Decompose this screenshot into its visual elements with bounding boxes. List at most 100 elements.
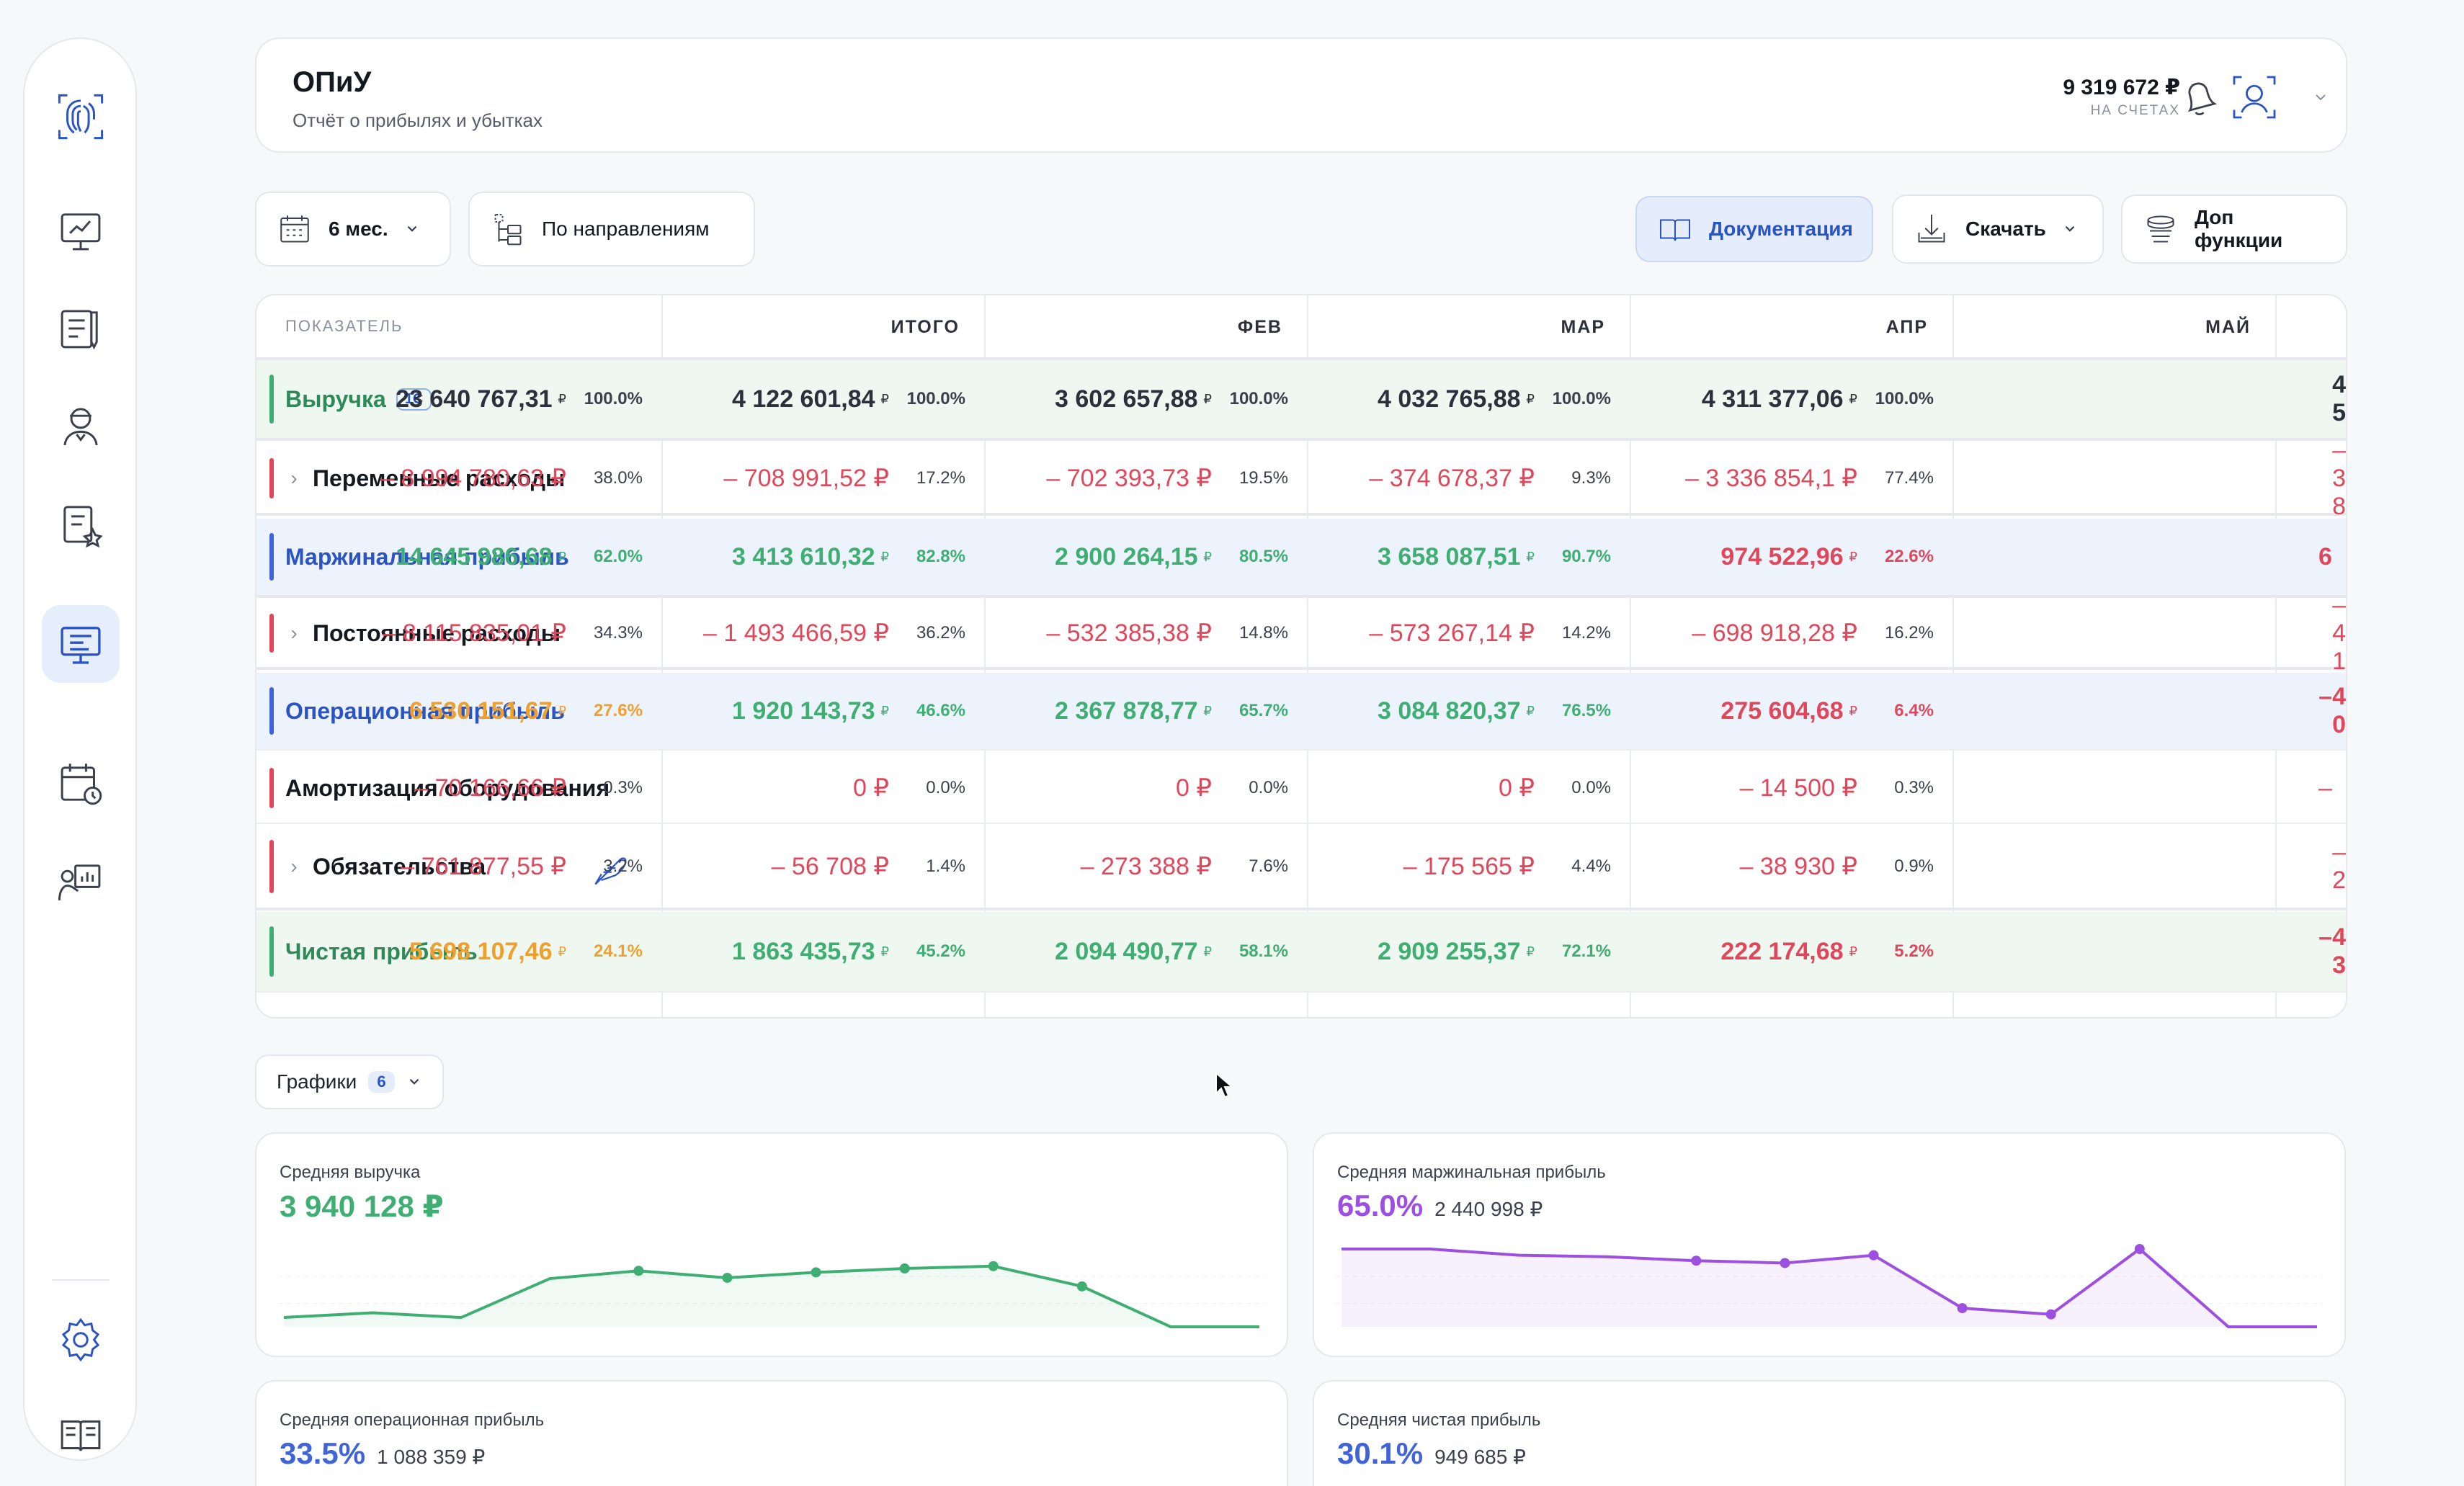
column-header-mar[interactable]: МАР	[1561, 317, 1605, 337]
table-cell[interactable]: – 698 918,28 ₽ 16.2%	[1630, 599, 1952, 667]
column-header-apr[interactable]: АПР	[1885, 317, 1928, 337]
table-row-fixed-costs[interactable]: › Постоянные расходы – 8 115 835,01 ₽ 34.3%…	[256, 591, 2346, 675]
table-cell[interactable]: 14 645 986,68 ₽62.0%	[339, 519, 661, 595]
column-header-feb[interactable]: ФЕВ	[1237, 317, 1282, 337]
table-cell[interactable]: 2 900 264,15 ₽80.5%	[984, 519, 1307, 595]
notification-bell-icon[interactable]	[2174, 72, 2225, 122]
table-cell[interactable]: 0 ₽ 0.0%	[984, 753, 1307, 823]
table-cell[interactable]: 2 094 490,77 ₽58.1%	[984, 912, 1307, 991]
row-indicator-bar	[269, 687, 274, 735]
report-pen-icon[interactable]	[42, 290, 120, 367]
table-cell[interactable]: 3 658 087,51 ₽90.7%	[1307, 519, 1630, 595]
table-cell[interactable]: – 56 708 ₽ 1.4%	[661, 825, 984, 908]
table-cell[interactable]: 5 698 107,46 ₽24.1%	[339, 912, 661, 991]
table-cell[interactable]: 6 530 151,67 ₽27.6%	[339, 673, 661, 749]
chart-card-avg-margin[interactable]: Средняя маржинальная прибыль 65.0% 2 440 …	[1313, 1132, 2346, 1357]
table-cell[interactable]: – 532 385,38 ₽ 14.8%	[984, 599, 1307, 667]
row-indicator-bar	[269, 375, 274, 424]
book-icon[interactable]	[42, 1396, 120, 1474]
table-cell[interactable]: – 702 393,73 ₽ 19.5%	[984, 444, 1307, 513]
table-cell[interactable]: – 761 877,55 ₽ 3.2%	[339, 825, 661, 908]
table-cell[interactable]: – 374 678,37 ₽ 9.3%	[1307, 444, 1630, 513]
table-cell[interactable]: – 14 500 ₽ 0.3%	[1630, 753, 1952, 823]
table-cell[interactable]: –	[2318, 753, 2332, 823]
row-indicator-bar	[269, 614, 274, 653]
cell-percent: 0.9%	[1894, 856, 1934, 876]
chart-card-avg-operating[interactable]: Средняя операционная прибыль 33.5% 1 088 …	[255, 1380, 1288, 1486]
expand-chevron-icon[interactable]: ›	[290, 622, 298, 644]
charts-toggle[interactable]: Графики 6	[255, 1055, 444, 1109]
table-cell[interactable]: – 573 267,14 ₽ 14.2%	[1307, 599, 1630, 667]
chart-point	[1868, 1250, 1879, 1261]
row-label-text: Маржинальная прибыль	[285, 543, 569, 570]
employee-icon[interactable]	[42, 388, 120, 465]
table-cell[interactable]: 4 122 601,84 ₽100.0%	[661, 360, 984, 438]
chart-card-avg-net[interactable]: Средняя чистая прибыль 30.1% 949 685 ₽	[1313, 1380, 2346, 1486]
chart-card-avg-revenue[interactable]: Средняя выручка 3 940 128 ₽	[255, 1132, 1288, 1357]
table-cell[interactable]: – 8 994 780,63 ₽ 38.0%	[339, 444, 661, 513]
table-cell[interactable]: 974 522,96 ₽22.6%	[1630, 519, 1952, 595]
expand-chevron-icon[interactable]: ›	[290, 855, 298, 877]
table-cell[interactable]: 4 032 765,88 ₽100.0%	[1307, 360, 1630, 438]
table-row-variable-costs[interactable]: › Переменные расходы – 8 994 780,63 ₽ 38.0%…	[256, 437, 2346, 520]
table-cell[interactable]: 0 ₽ 0.0%	[661, 753, 984, 823]
table-cell[interactable]: 275 604,68 ₽6.4%	[1630, 673, 1952, 749]
table-cell[interactable]: 6	[2318, 519, 2332, 595]
table-cell[interactable]: 4 5	[2318, 360, 2346, 438]
table-cell[interactable]: – 175 565 ₽ 4.4%	[1307, 825, 1630, 908]
table-cell[interactable]: 1 920 143,73 ₽46.6%	[661, 673, 984, 749]
chart-point	[1957, 1303, 1968, 1314]
table-cell[interactable]: 3 413 610,32 ₽82.8%	[661, 519, 984, 595]
cell-value: 2 909 255,37	[1378, 937, 1521, 965]
download-button[interactable]: Скачать	[1892, 194, 2104, 264]
feather-edit-icon[interactable]	[589, 850, 630, 890]
grouping-button[interactable]: По направлениям	[468, 192, 755, 267]
period-select[interactable]: 6 мес.	[255, 192, 451, 267]
presentation-chart-icon[interactable]	[42, 843, 120, 921]
document-star-icon[interactable]	[42, 485, 120, 563]
monitor-dashboard-icon[interactable]	[42, 192, 120, 269]
table-cell[interactable]: – 273 388 ₽ 7.6%	[984, 825, 1307, 908]
table-row-liabilities[interactable]: › Обязательства – 761 877,55 ₽ 3.2% – 56 708…	[256, 825, 2346, 910]
table-cell[interactable]: – 4 1	[2318, 591, 2346, 675]
table-cell[interactable]: 23 640 767,31 ₽100.0%	[339, 360, 661, 438]
chart-value: 33.5% 1 088 359 ₽	[280, 1436, 485, 1471]
period-label: 6 мес.	[329, 218, 388, 240]
settings-gear-icon[interactable]	[42, 1301, 120, 1379]
table-cell[interactable]: –4 0	[2318, 673, 2346, 749]
table-cell[interactable]: –4 3	[2318, 912, 2346, 991]
table-cell[interactable]: 1 863 435,73 ₽45.2%	[661, 912, 984, 991]
table-cell[interactable]: 2 909 255,37 ₽72.1%	[1307, 912, 1630, 991]
table-cell[interactable]: – 8 115 835,01 ₽ 34.3%	[339, 599, 661, 667]
table-cell[interactable]: – 2	[2318, 825, 2346, 908]
table-cell[interactable]: 4 311 377,06 ₽100.0%	[1630, 360, 1952, 438]
cell-value: 3 658 087,51	[1378, 542, 1521, 570]
cell-percent: 4.4%	[1571, 856, 1611, 876]
extra-functions-button[interactable]: Доп функции	[2121, 194, 2347, 264]
cell-percent: 16.2%	[1884, 623, 1934, 643]
table-row-operating-profit: Операционная прибыль 6 530 151,67 ₽27.6% 1 …	[256, 673, 2346, 751]
table-cell[interactable]: 3 084 820,37 ₽76.5%	[1307, 673, 1630, 749]
documentation-button[interactable]: Документация	[1635, 196, 1873, 262]
column-header-may[interactable]: МАЙ	[2205, 317, 2251, 337]
calendar-clock-icon[interactable]	[42, 745, 120, 823]
cell-percent: 6.4%	[1894, 701, 1934, 720]
table-cell[interactable]: – 3 8	[2318, 437, 2346, 520]
table-cell[interactable]: 2 367 878,77 ₽65.7%	[984, 673, 1307, 749]
table-cell[interactable]: 222 174,68 ₽5.2%	[1630, 912, 1952, 991]
table-cell[interactable]: – 70 166,66 ₽ 0.3%	[339, 753, 661, 823]
table-cell[interactable]: – 708 991,52 ₽ 17.2%	[661, 444, 984, 513]
table-cell[interactable]: – 38 930 ₽ 0.9%	[1630, 825, 1952, 908]
table-cell[interactable]: – 3 336 854,1 ₽ 77.4%	[1630, 444, 1952, 513]
profile-chevron-down-icon[interactable]	[2295, 72, 2326, 122]
fingerprint-logo-icon[interactable]	[42, 78, 120, 156]
expand-chevron-icon[interactable]: ›	[290, 467, 298, 489]
user-profile-icon[interactable]	[2229, 72, 2280, 122]
table-cell[interactable]: – 1 493 466,59 ₽ 36.2%	[661, 599, 984, 667]
pnl-report-icon[interactable]	[42, 605, 120, 683]
cell-percent: 22.6%	[1884, 547, 1934, 566]
cell-value: 3 602 657,88	[1055, 385, 1198, 413]
table-cell[interactable]: 0 ₽ 0.0%	[1307, 753, 1630, 823]
table-cell[interactable]: 3 602 657,88 ₽100.0%	[984, 360, 1307, 438]
column-header-total[interactable]: ИТОГО	[890, 317, 960, 337]
